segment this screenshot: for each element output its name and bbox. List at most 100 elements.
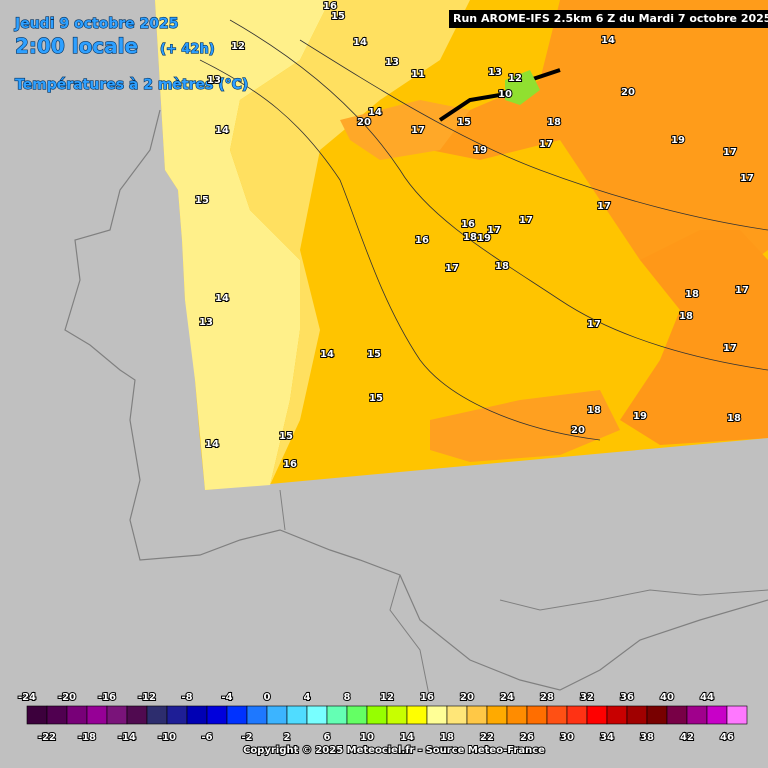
date: Jeudi 9 octobre 2025 xyxy=(14,16,178,32)
scale-cell xyxy=(46,705,68,725)
scale-cell xyxy=(66,705,88,725)
scale-label: 42 xyxy=(680,732,694,743)
contour-label: 14 xyxy=(215,293,229,304)
scale-label: 20 xyxy=(460,692,474,703)
scale-label: 38 xyxy=(640,732,654,743)
contour-label: 17 xyxy=(587,319,601,330)
contour-label: 17 xyxy=(445,263,459,274)
scale-label: -6 xyxy=(201,732,212,743)
contour-label: 14 xyxy=(215,125,229,136)
scale-label: -14 xyxy=(118,732,136,743)
scale-cell xyxy=(106,705,128,725)
lead-time: (+ 42h) xyxy=(160,42,215,57)
contour-label: 15 xyxy=(457,117,471,128)
scale-cell xyxy=(686,705,708,725)
scale-cell xyxy=(146,705,168,725)
contour-label: 13 xyxy=(207,75,221,86)
contour-label: 12 xyxy=(508,73,522,84)
scale-cell xyxy=(666,705,688,725)
contour-label: 14 xyxy=(353,37,367,48)
scale-cell xyxy=(586,705,608,725)
scale-label: 46 xyxy=(720,732,734,743)
scale-cell xyxy=(626,705,648,725)
contour-label: 18 xyxy=(679,311,693,322)
contour-label: 18 xyxy=(587,405,601,416)
contour-label: 17 xyxy=(487,225,501,236)
copyright: Copyright © 2025 Meteociel.fr - Source M… xyxy=(243,745,545,756)
border xyxy=(279,489,768,701)
run-box xyxy=(449,10,768,28)
contour-label: 17 xyxy=(735,285,749,296)
scale-cell xyxy=(246,705,268,725)
contour-label: 17 xyxy=(411,125,425,136)
contour-label: 19 xyxy=(633,411,647,422)
scale-cell xyxy=(86,705,108,725)
contour-label: 18 xyxy=(685,289,699,300)
scale-label: 10 xyxy=(360,732,374,743)
contour-label: 17 xyxy=(723,147,737,158)
scale-label: 22 xyxy=(480,732,494,743)
scale-cell xyxy=(166,705,188,725)
scale-cell xyxy=(646,705,668,725)
contour-label: 16 xyxy=(461,219,475,230)
scale-label: 12 xyxy=(380,692,394,703)
scale-label: 40 xyxy=(660,692,674,703)
contour-label: 17 xyxy=(597,201,611,212)
contour-label: 10 xyxy=(498,89,512,100)
contour-label: 16 xyxy=(283,459,297,470)
contour-label: 18 xyxy=(495,261,509,272)
coastline xyxy=(64,109,768,691)
contour-label: 13 xyxy=(385,57,399,68)
scale-cell xyxy=(186,705,208,725)
run-info: Run AROME-IFS 2.5km 6 Z du Mardi 7 octob… xyxy=(453,12,768,25)
scale-label: 28 xyxy=(540,692,554,703)
scale-cell xyxy=(606,705,628,725)
contour-label: 18 xyxy=(727,413,741,424)
scale-label: -10 xyxy=(158,732,176,743)
contour-label: 14 xyxy=(601,35,615,46)
contour-label: 17 xyxy=(519,215,533,226)
cold-peak xyxy=(505,70,540,105)
contour-label: 16 xyxy=(415,235,429,246)
contour-label: 15 xyxy=(279,431,293,442)
scale-label: 16 xyxy=(420,692,434,703)
contour-label: 12 xyxy=(231,41,245,52)
scale-label: -2 xyxy=(241,732,252,743)
warm-area xyxy=(430,0,768,300)
scale-label: 14 xyxy=(400,732,414,743)
scale-label: -20 xyxy=(58,692,76,703)
scale-cell xyxy=(526,705,548,725)
field: Températures à 2 mètres (°C) xyxy=(15,77,248,93)
contour-label: 18 xyxy=(547,117,561,128)
scale-label: 32 xyxy=(580,692,594,703)
scale-cell xyxy=(706,705,728,725)
scale-cell xyxy=(366,705,388,725)
contour xyxy=(299,39,768,231)
contour-label: 20 xyxy=(571,425,585,436)
contour-label: 13 xyxy=(199,317,213,328)
contour-label: 17 xyxy=(723,343,737,354)
scale-label: 30 xyxy=(560,732,574,743)
cool-area xyxy=(155,0,330,490)
warm-area xyxy=(620,230,768,445)
scale-label: -4 xyxy=(221,692,232,703)
contour-label: 18 xyxy=(463,232,477,243)
contour xyxy=(229,19,768,371)
color-scale: -24-22-20-18-16-14-12-10-8-6-4-202468101… xyxy=(17,691,748,744)
contour-label: 11 xyxy=(411,69,425,80)
scale-cell xyxy=(326,705,348,725)
warm-area xyxy=(340,100,470,160)
contour-label: 14 xyxy=(368,107,382,118)
contour-label: 15 xyxy=(195,195,209,206)
scale-label: 4 xyxy=(304,692,311,703)
contour-label: 15 xyxy=(369,393,383,404)
scale-cell xyxy=(126,705,148,725)
scale-cell xyxy=(486,705,508,725)
scale-label: 18 xyxy=(440,732,454,743)
scale-cell xyxy=(426,705,448,725)
scale-cell xyxy=(466,705,488,725)
scale-label: -12 xyxy=(138,692,156,703)
contour-label: 19 xyxy=(671,135,685,146)
